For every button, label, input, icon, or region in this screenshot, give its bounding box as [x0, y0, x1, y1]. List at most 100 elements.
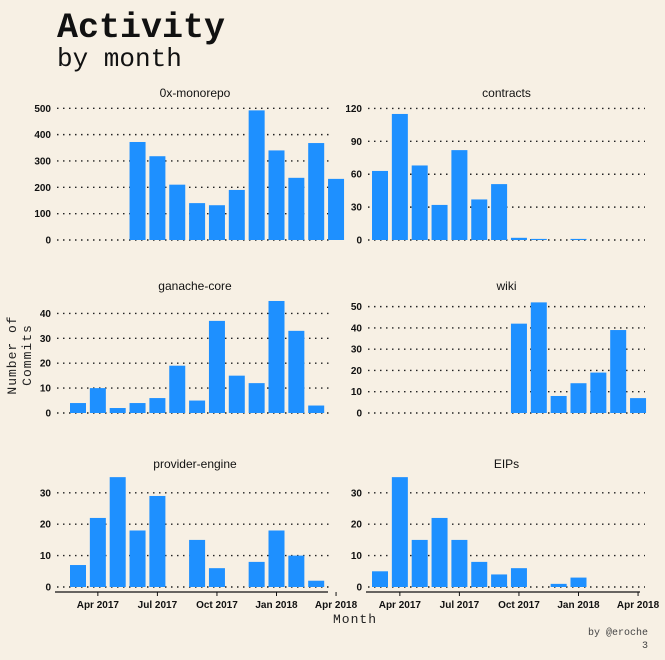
bar [510, 323, 527, 413]
bar [89, 517, 106, 587]
bar [411, 539, 428, 587]
bar [248, 383, 265, 413]
bar [129, 530, 146, 587]
bar [431, 517, 448, 587]
y-tick-label: 20 [351, 366, 363, 377]
bar [530, 302, 547, 413]
bar [431, 204, 448, 240]
y-tick-label: 40 [40, 309, 52, 320]
facet-title: EIPs [494, 457, 519, 471]
bar [70, 403, 86, 413]
y-tick-label: 20 [40, 359, 52, 370]
bar [328, 178, 345, 240]
bar [308, 405, 325, 413]
bar [208, 320, 225, 413]
facet-title: wiki [496, 279, 517, 293]
y-tick-label: 30 [351, 345, 363, 356]
facet-title: contracts [482, 86, 531, 100]
bar [391, 477, 408, 587]
x-tick-label: Oct 2017 [196, 600, 238, 611]
credit-text: by @eroche [587, 628, 648, 639]
x-tick-label: Apr 2017 [379, 600, 422, 611]
bar [451, 150, 468, 240]
y-tick-label: 60 [351, 170, 363, 181]
bar [129, 403, 146, 413]
bar [288, 330, 305, 413]
y-tick-label: 20 [351, 520, 363, 531]
x-tick-label: Jul 2017 [138, 600, 178, 611]
bar [391, 113, 408, 240]
y-tick-label: 10 [40, 551, 52, 562]
y-tick-label: 90 [351, 137, 363, 148]
y-tick-label: 400 [34, 130, 51, 141]
bar [570, 383, 587, 413]
bar [248, 110, 265, 240]
bar [288, 555, 305, 587]
bar [208, 205, 225, 240]
bar [372, 170, 388, 240]
bar [129, 141, 146, 240]
bar [89, 388, 106, 413]
bar [189, 400, 206, 413]
bar [208, 568, 225, 587]
y-tick-label: 10 [351, 551, 363, 562]
bar [372, 571, 388, 587]
bar [471, 561, 488, 587]
bar [268, 530, 285, 587]
bar [248, 561, 265, 587]
bar [149, 398, 166, 413]
bar [308, 580, 325, 587]
y-tick-label: 120 [345, 104, 362, 115]
bar [491, 184, 508, 240]
bar [471, 199, 488, 240]
y-tick-label: 500 [34, 104, 51, 115]
facet-title: ganache-core [158, 279, 232, 293]
bar [510, 568, 527, 587]
y-tick-label: 0 [45, 236, 51, 247]
x-tick-label: Jan 2018 [557, 600, 600, 611]
y-tick-label: 100 [34, 209, 51, 220]
bar [308, 143, 325, 240]
x-tick-label: Apr 2018 [617, 600, 660, 611]
bar [109, 408, 126, 413]
bar [169, 184, 186, 240]
chart-title: Activity [57, 8, 226, 48]
bar [610, 330, 627, 413]
bar [570, 577, 587, 587]
y-tick-label: 0 [356, 236, 362, 247]
y-tick-label: 30 [40, 334, 52, 345]
bar [189, 539, 206, 587]
bar [228, 375, 245, 413]
y-tick-label: 200 [34, 183, 51, 194]
y-tick-label: 0 [45, 409, 51, 420]
bar [570, 238, 587, 240]
bar [109, 477, 126, 587]
facet-title: provider-engine [153, 457, 237, 471]
bar [268, 150, 285, 240]
bar [189, 203, 206, 240]
x-tick-label: Jul 2017 [440, 600, 480, 611]
bar [491, 574, 508, 587]
bar [268, 300, 285, 413]
x-tick-label: Oct 2017 [498, 600, 540, 611]
bar [228, 189, 245, 240]
y-tick-label: 30 [351, 203, 363, 214]
x-axis-label: Month [332, 612, 377, 627]
y-tick-label: 40 [351, 323, 363, 334]
chart-subtitle: by month [57, 44, 182, 74]
bar [550, 395, 567, 413]
bar [590, 372, 607, 413]
bar [451, 539, 468, 587]
x-tick-label: Jan 2018 [255, 600, 298, 611]
bar [630, 398, 647, 413]
y-tick-label: 10 [351, 387, 363, 398]
x-tick-label: Apr 2017 [77, 600, 120, 611]
bar [149, 156, 166, 240]
y-tick-label: 20 [40, 520, 52, 531]
page-number: 3 [641, 641, 648, 652]
y-tick-label: 0 [45, 583, 51, 594]
bar [70, 565, 86, 587]
y-tick-label: 30 [40, 488, 52, 499]
bar [411, 165, 428, 240]
